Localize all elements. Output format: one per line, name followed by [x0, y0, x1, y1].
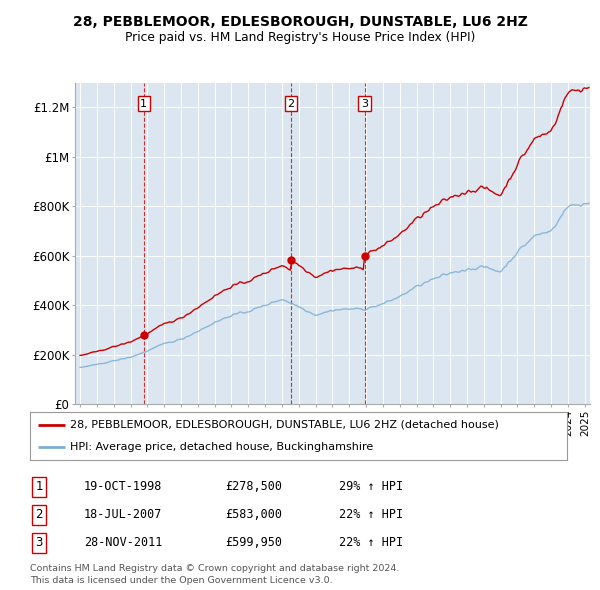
Text: 19-OCT-1998: 19-OCT-1998: [84, 480, 163, 493]
Text: 18-JUL-2007: 18-JUL-2007: [84, 509, 163, 522]
Text: 3: 3: [361, 99, 368, 109]
Text: 2: 2: [287, 99, 295, 109]
Text: £599,950: £599,950: [225, 536, 282, 549]
Text: 22% ↑ HPI: 22% ↑ HPI: [339, 536, 403, 549]
Text: Price paid vs. HM Land Registry's House Price Index (HPI): Price paid vs. HM Land Registry's House …: [125, 31, 475, 44]
Text: 2: 2: [35, 509, 43, 522]
Text: £583,000: £583,000: [225, 509, 282, 522]
Text: 1: 1: [140, 99, 148, 109]
Text: 28, PEBBLEMOOR, EDLESBOROUGH, DUNSTABLE, LU6 2HZ (detached house): 28, PEBBLEMOOR, EDLESBOROUGH, DUNSTABLE,…: [70, 420, 499, 430]
Text: 29% ↑ HPI: 29% ↑ HPI: [339, 480, 403, 493]
Text: 28-NOV-2011: 28-NOV-2011: [84, 536, 163, 549]
Text: 28, PEBBLEMOOR, EDLESBOROUGH, DUNSTABLE, LU6 2HZ: 28, PEBBLEMOOR, EDLESBOROUGH, DUNSTABLE,…: [73, 15, 527, 29]
Text: Contains HM Land Registry data © Crown copyright and database right 2024.: Contains HM Land Registry data © Crown c…: [30, 565, 400, 573]
Text: 22% ↑ HPI: 22% ↑ HPI: [339, 509, 403, 522]
Text: £278,500: £278,500: [225, 480, 282, 493]
Text: HPI: Average price, detached house, Buckinghamshire: HPI: Average price, detached house, Buck…: [70, 442, 374, 452]
Text: 3: 3: [35, 536, 43, 549]
Text: 1: 1: [35, 480, 43, 493]
Text: This data is licensed under the Open Government Licence v3.0.: This data is licensed under the Open Gov…: [30, 576, 332, 585]
